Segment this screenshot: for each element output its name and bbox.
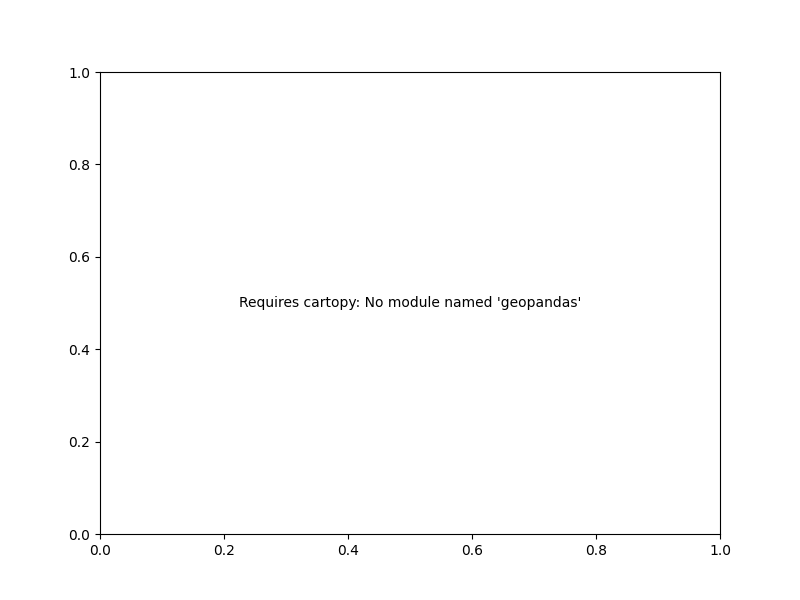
- Text: Requires cartopy: No module named 'geopandas': Requires cartopy: No module named 'geopa…: [239, 296, 581, 310]
